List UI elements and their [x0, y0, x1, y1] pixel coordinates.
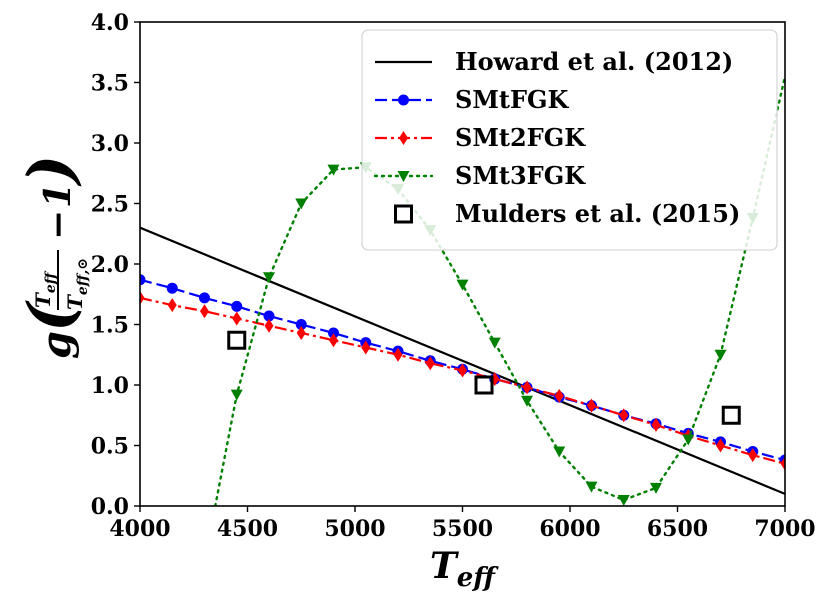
- series-smt2fgk-point: [140, 290, 145, 305]
- x-tick-label: 5000: [324, 516, 385, 542]
- series-smt3fgk-point: [295, 198, 308, 210]
- y-tick-label: 1.0: [91, 373, 129, 399]
- series-smt3fgk-point: [585, 481, 598, 493]
- series-smt3fgk-point: [521, 395, 533, 407]
- legend-smtfgk-label: SMtFGK: [455, 85, 570, 114]
- series-smt2fgk-point: [425, 356, 435, 371]
- legend-smt3fgk-point: [397, 171, 410, 182]
- y-axis-title-paren-close: ): [14, 155, 87, 187]
- y-tick-label: 2.5: [91, 192, 129, 218]
- series-mulders-et-al-2015: [227, 330, 741, 425]
- series-smt2fgk-point: [619, 408, 629, 423]
- y-tick-label: 0.5: [91, 434, 129, 460]
- series-smtfgk-point: [231, 300, 243, 312]
- legend-smt2fgk: SMt2FGK: [375, 123, 586, 152]
- legend-smt3fgk-label: SMt3FGK: [455, 161, 586, 190]
- series-smt2fgk-point: [780, 456, 785, 471]
- series-smtfgk-point: [263, 310, 275, 322]
- series-smtfgk-point: [166, 282, 178, 294]
- x-axis-title: Teff: [430, 545, 499, 593]
- y-tick-label: 2.0: [91, 252, 129, 278]
- series-smt2fgk-point: [232, 311, 242, 326]
- series-smt2fgk-point: [458, 363, 467, 378]
- series-smt3fgk-point: [682, 434, 695, 446]
- series-smt2fgk-point: [522, 380, 532, 395]
- series-smt2fgk-point: [296, 325, 306, 340]
- x-tick-label: 4000: [109, 516, 170, 542]
- series-smt2fgk-point: [651, 417, 661, 432]
- legend-box: [361, 29, 778, 251]
- legend-smt2fgk-point: [399, 131, 408, 145]
- svg-text:−: −: [37, 210, 79, 240]
- series-smt2fgk-point: [200, 304, 209, 319]
- series-smt2fgk-point: [716, 438, 725, 453]
- x-tick-label: 4500: [217, 516, 278, 542]
- series-smt2fgk-point: [748, 448, 758, 463]
- series-smt2fgk: [140, 290, 785, 471]
- series-layer: [140, 75, 785, 506]
- legend-mulders-et-al-2015-label: Mulders et al. (2015): [455, 199, 740, 228]
- y-tick-label: 3.0: [91, 131, 129, 157]
- legend-smt2fgk-label: SMt2FGK: [455, 123, 586, 152]
- x-tick-label: 6000: [539, 516, 600, 542]
- series-mulders-et-al-2015-point: [721, 405, 741, 425]
- series-smt3fgk-point: [714, 349, 727, 361]
- y-tick-label: 3.5: [91, 71, 129, 97]
- series-smtfgk-point: [295, 319, 307, 330]
- x-tick-label: 5500: [432, 516, 493, 542]
- series-smt2fgk-point: [361, 340, 371, 355]
- legend-smt3fgk: SMt3FGK: [373, 161, 586, 190]
- legend-smtfgk: SMtFGK: [375, 85, 570, 114]
- series-howard-et-al-2012-line: [140, 226, 785, 495]
- y-tick-label: 4.0: [91, 10, 129, 36]
- y-axis-title-paren-open: (: [14, 300, 87, 332]
- legend-mulders-et-al-2015-point: [394, 204, 413, 224]
- x-tick-label: 6500: [647, 516, 708, 542]
- series-smt2fgk-point: [587, 398, 596, 413]
- series-smt2fgk-point: [554, 388, 564, 403]
- legend-howard-et-al-2012-label: Howard et al. (2012): [455, 47, 733, 76]
- series-smtfgk-point: [140, 274, 146, 286]
- svg-text:Teff: Teff: [430, 545, 499, 593]
- svg-text:g: g: [33, 331, 80, 359]
- x-tick-label: 7000: [754, 516, 815, 542]
- series-smtfgk-point: [328, 327, 339, 339]
- series-smt3fgk-point: [553, 446, 566, 458]
- y-axis-title-numerator: Teff: [31, 270, 59, 308]
- series-smt2fgk-point: [329, 333, 338, 348]
- y-axis-title-denominator: Teff,⊙: [63, 258, 91, 310]
- series-smt2fgk-point: [393, 347, 403, 362]
- series-smt3fgk-point: [456, 279, 469, 291]
- series-howard-et-al-2012: [140, 226, 785, 495]
- series-smt2fgk-point: [167, 298, 177, 313]
- series-mulders-et-al-2015-point: [474, 375, 494, 395]
- legend-mulders-et-al-2015: Mulders et al. (2015): [394, 199, 740, 228]
- series-smtfgk-point: [199, 292, 210, 304]
- y-tick-label: 0.0: [91, 494, 129, 520]
- y-axis-title: g ( Teff Teff,⊙ − 1 ): [14, 155, 91, 359]
- legend-smtfgk-point: [398, 94, 409, 106]
- series-smt2fgk-point: [264, 318, 274, 333]
- svg-text:1: 1: [37, 183, 79, 208]
- series-mulders-et-al-2015-point: [227, 330, 247, 350]
- series-smt3fgk-point: [327, 164, 340, 176]
- ticks-layer: 4000 4500 5000 5500 6000 6500 7000 0.0 0.5 1.0 1.5…: [91, 10, 816, 542]
- series-smt3fgk-point: [650, 482, 662, 494]
- series-smt3fgk-point: [617, 494, 630, 506]
- legend-howard-et-al-2012: Howard et al. (2012): [375, 47, 733, 76]
- legend: Howard et al. (2012) SMtFGK SMt2FGK SMt3FGK…: [361, 29, 778, 251]
- series-smt3fgk-point: [230, 389, 243, 401]
- series-smt3fgk-point: [488, 337, 501, 349]
- series-smt3fgk-point: [263, 272, 275, 284]
- y-tick-label: 1.5: [91, 313, 129, 339]
